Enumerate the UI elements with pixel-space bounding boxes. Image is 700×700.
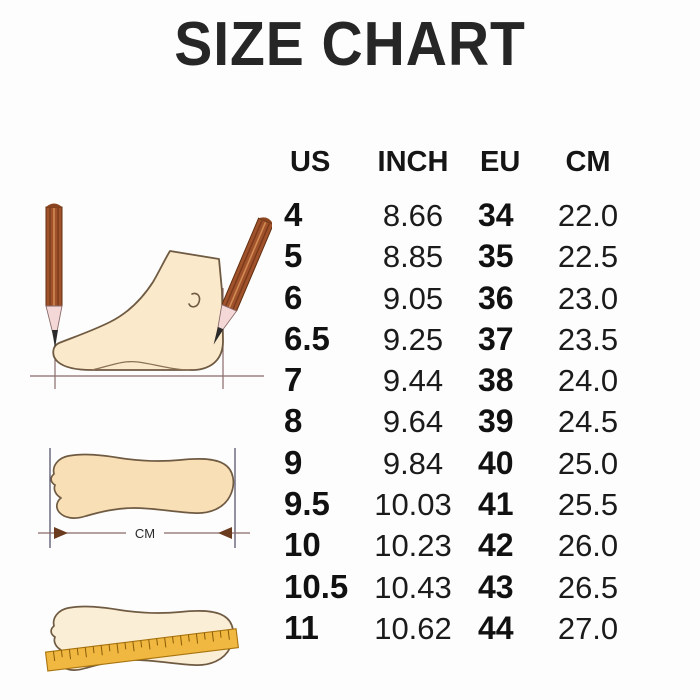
- ruler-body: [44, 628, 240, 672]
- column-header-cm: CM: [565, 146, 611, 178]
- table-row: 6 9.05 36 23.0: [282, 279, 682, 320]
- dimension-label-backdrop: [126, 524, 164, 542]
- size-cell-eu: 42: [478, 527, 514, 564]
- pencil-right: [213, 217, 274, 345]
- dimension-label-cm: CM: [135, 526, 155, 541]
- size-cell-eu: 38: [478, 362, 514, 399]
- size-cell-us: 10.5: [284, 567, 349, 605]
- size-cell-cm: 26.5: [557, 569, 619, 605]
- size-cell-cm: 27.0: [557, 610, 619, 646]
- size-cell-eu: 34: [478, 197, 514, 233]
- pencil-right-stripe: [224, 220, 263, 307]
- size-cell-inch: 8.85: [382, 239, 444, 275]
- size-cell-inch: 9.64: [382, 404, 444, 440]
- size-cell-cm: 24.5: [557, 404, 619, 440]
- size-cell-inch: 10.03: [374, 487, 452, 523]
- size-cell-us: 6: [284, 278, 303, 316]
- ruler: [44, 628, 240, 672]
- table-row: 10.5 10.43 43 26.5: [282, 568, 682, 609]
- foot-side-view-svg: [30, 203, 274, 389]
- size-cell-cm: 23.5: [557, 321, 619, 357]
- footprint-ruler-illustration: [30, 578, 260, 700]
- footprint-measure-svg: CM: [38, 448, 250, 548]
- foot-arch-line: [91, 360, 191, 371]
- size-cell-eu: 39: [478, 403, 514, 440]
- footprint-shape: [50, 453, 235, 519]
- size-cell-cm: 23.0: [557, 280, 619, 316]
- size-cell-inch: 8.66: [382, 198, 444, 233]
- column-header-us: US: [290, 146, 331, 178]
- size-cell-us: 11: [284, 608, 319, 646]
- pencil-right-stripe: [232, 223, 270, 310]
- foot-side-view-illustration: [22, 196, 274, 396]
- size-cell-eu: 41: [478, 486, 514, 523]
- size-cell-inch: 9.25: [382, 321, 444, 357]
- size-cell-inch: 10.62: [374, 610, 452, 646]
- pencil-left-graphite-tip: [52, 330, 58, 348]
- size-cell-eu: 43: [478, 568, 514, 605]
- size-cell-cm: 25.0: [557, 445, 619, 481]
- size-cell-us: 8: [284, 402, 303, 440]
- size-cell-cm: 26.0: [557, 528, 619, 564]
- table-row: 9 9.84 40 25.0: [282, 444, 682, 485]
- table-row: 4 8.66 34 22.0: [282, 196, 682, 237]
- table-row: 7 9.44 38 24.0: [282, 361, 682, 402]
- size-table: US INCH EU CM 4 8.66 34 22.0 5 8.85 35 22.5 6 9.0…: [282, 146, 682, 650]
- size-cell-cm: 24.0: [557, 363, 619, 399]
- size-cell-inch: 9.84: [382, 445, 444, 481]
- size-cell-cm: 22.5: [557, 239, 619, 275]
- ankle-bone-marking: [188, 292, 201, 308]
- pencil-left: [45, 203, 63, 348]
- size-cell-us: 4: [284, 196, 303, 233]
- pencil-left-cap: [46, 203, 62, 207]
- table-row: 8 9.64 39 24.5: [282, 402, 682, 443]
- size-cell-us: 6.5: [284, 319, 330, 357]
- pencil-right-stripe: [228, 221, 267, 309]
- table-body: 4 8.66 34 22.0 5 8.85 35 22.5 6 9.05 36 23.0 6.5 9.25…: [282, 196, 682, 650]
- size-cell-eu: 40: [478, 444, 514, 481]
- size-cell-eu: 35: [478, 238, 514, 275]
- size-cell-eu: 44: [478, 609, 514, 646]
- size-cell-inch: 10.23: [374, 528, 452, 564]
- pencil-right-graphite-tip: [213, 326, 224, 345]
- pencil-right-cap: [258, 217, 274, 225]
- footprint-ruler-svg: [44, 605, 240, 672]
- size-cell-us: 9.5: [284, 485, 330, 523]
- column-header-eu: EU: [480, 146, 521, 178]
- table-row: 11 10.62 44 27.0: [282, 609, 682, 650]
- dimension-arrow-right: [218, 527, 232, 539]
- ruler-ticks: [52, 629, 230, 662]
- size-cell-cm: 25.5: [557, 487, 619, 523]
- page-title: SIZE CHART: [174, 10, 526, 79]
- size-cell-us: 7: [284, 361, 303, 399]
- size-cell-eu: 36: [478, 279, 514, 316]
- size-cell-us: 9: [284, 443, 303, 481]
- table-row: 9.5 10.03 41 25.5: [282, 485, 682, 526]
- dimension-arrow-left: [54, 527, 68, 539]
- size-cell-inch: 10.43: [374, 569, 452, 605]
- pencil-left-wood-cone: [45, 305, 63, 343]
- foot-silhouette: [52, 250, 224, 371]
- size-cell-cm: 22.0: [557, 198, 619, 233]
- size-cell-inch: 9.44: [382, 363, 444, 399]
- size-cell-eu: 37: [478, 320, 514, 357]
- size-cell-inch: 9.05: [382, 280, 444, 316]
- size-cell-us: 5: [284, 237, 303, 275]
- size-cell-us: 10: [284, 526, 321, 564]
- table-row: 10 10.23 42 26.0: [282, 526, 682, 567]
- column-header-inch: INCH: [377, 146, 449, 178]
- table-header-row: US INCH EU CM: [282, 146, 682, 196]
- footprint-measure-illustration: CM: [28, 428, 258, 563]
- table-row: 6.5 9.25 37 23.5: [282, 320, 682, 361]
- table-row: 5 8.85 35 22.5: [282, 237, 682, 278]
